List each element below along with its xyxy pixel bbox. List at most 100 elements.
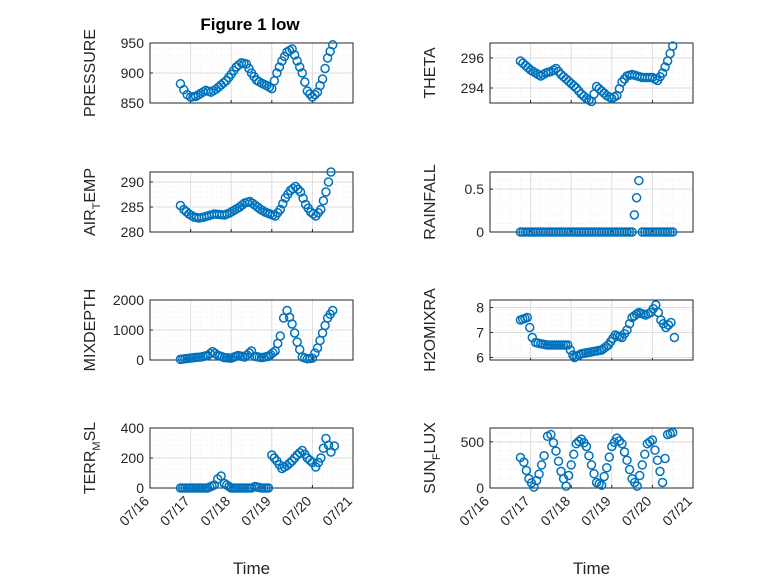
subplot-2: 294 296 THETA: [422, 41, 694, 107]
data-point: [629, 210, 640, 220]
data-point: [326, 167, 336, 177]
data-point: [612, 433, 622, 443]
data-point: [288, 183, 298, 194]
y-axis-label-main: RAINFALL: [422, 164, 439, 240]
y-axis-label-subscript: M: [91, 441, 103, 450]
y-tick-label: 0: [136, 480, 144, 496]
data-point: [525, 322, 535, 333]
data-point: [318, 443, 329, 453]
x-tick-label: 07/18: [197, 493, 233, 529]
data-point: [287, 456, 297, 466]
data-point: [622, 325, 632, 335]
data-point: [317, 74, 328, 84]
axes-frame: [149, 42, 354, 104]
y-tick-label: 2000: [113, 292, 144, 308]
x-tick-label: 07/20: [278, 493, 314, 529]
axes-frame: [489, 299, 694, 361]
data-point: [631, 192, 642, 203]
data-point: [617, 438, 627, 449]
data-point: [289, 453, 300, 463]
x-tick-label: 07/19: [238, 493, 274, 529]
data-point: [316, 204, 326, 215]
data-point: [318, 196, 329, 206]
y-tick-label: 290: [121, 174, 145, 190]
data-point: [551, 446, 561, 456]
data-point: [275, 331, 286, 341]
axes-frame: [149, 299, 354, 361]
data-point: [634, 175, 644, 186]
data-point: [599, 471, 609, 482]
data-point: [548, 438, 559, 448]
data-point: [568, 81, 579, 91]
data-point: [284, 458, 295, 468]
subplot-1: 850 900 950 PRESSURE: [82, 29, 354, 117]
data-point: [669, 332, 680, 343]
y-tick-label: 400: [121, 420, 145, 436]
y-tick-label: 200: [121, 450, 145, 466]
x-tick-label: 07/16: [116, 493, 152, 529]
data-point: [614, 436, 625, 446]
y-tick-label: 285: [121, 199, 145, 215]
y-tick-label: 0: [136, 352, 144, 368]
data-point: [624, 464, 635, 475]
data-point: [667, 427, 678, 438]
data-point: [565, 345, 576, 355]
y-tick-label: 0: [476, 224, 484, 240]
y-axis-label: H2OMIXRA: [422, 288, 439, 372]
data-point: [269, 453, 280, 463]
y-axis-label-tail: EMP: [82, 168, 99, 203]
data-point: [310, 89, 320, 100]
data-point: [622, 455, 632, 466]
data-point: [584, 450, 594, 461]
x-tick-label: 07/16: [456, 493, 492, 529]
data-point: [539, 450, 549, 461]
data-point: [278, 313, 289, 323]
data-point: [329, 441, 340, 451]
x-tick-label: 07/19: [578, 493, 614, 529]
axes-frame: [489, 171, 694, 233]
data-point: [604, 452, 615, 462]
y-axis-label-main: H2OMIXRA: [422, 288, 439, 372]
y-axis-label-main: AIR: [82, 209, 99, 236]
y-axis-label: PRESSURE: [82, 29, 99, 117]
data-point: [267, 450, 277, 460]
data-point: [601, 462, 612, 473]
data-point: [657, 68, 668, 78]
data-point: [571, 83, 582, 93]
data-point: [661, 322, 671, 333]
data-point: [287, 44, 297, 54]
data-point: [536, 460, 547, 470]
y-tick-label: 8: [476, 300, 484, 316]
y-axis-label-main: TERR: [82, 451, 99, 495]
data-point: [289, 328, 300, 338]
data-point: [263, 483, 274, 493]
data-point: [624, 319, 635, 329]
subplot-5: 0 1000 2000 MIXDEPTH: [82, 289, 354, 372]
x-axis-label: Time: [573, 559, 610, 578]
data-point: [521, 465, 532, 476]
data-point: [551, 63, 561, 74]
data-point: [617, 77, 627, 87]
data-point: [640, 449, 650, 460]
y-tick-label: 950: [121, 35, 145, 51]
data-point: [657, 477, 668, 488]
x-tick-label: 07/21: [319, 493, 355, 529]
data-point: [310, 348, 320, 358]
data-point: [307, 92, 318, 102]
data-point: [320, 63, 330, 74]
data-point: [645, 437, 655, 447]
data-point: [574, 86, 584, 96]
y-axis-label-main: MIXDEPTH: [82, 289, 99, 372]
subplot-8: 07/16 07/17 07/18 07/19 07/20 07/21 0 500 SUNFLU…: [422, 422, 695, 578]
data-point: [637, 460, 647, 470]
data-point: [634, 470, 645, 481]
x-tick-label: 07/20: [618, 493, 654, 529]
data-point: [563, 340, 573, 350]
data-point: [278, 199, 288, 209]
data-point: [563, 470, 574, 481]
data-point: [553, 456, 564, 466]
y-axis-label-subscript: T: [91, 202, 103, 209]
y-axis-label: AIRTEMP: [82, 168, 103, 236]
y-tick-label: 7: [476, 325, 484, 341]
